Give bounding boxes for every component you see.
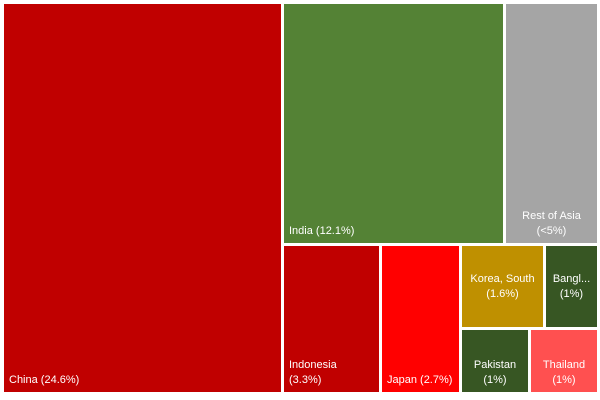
treemap-label-line: (<5%) <box>536 225 567 237</box>
treemap-tile-label: Bangl... (1%) <box>546 272 597 302</box>
treemap-label-line: Bangl... <box>552 272 591 285</box>
treemap-tile-label: Thailand (1%) <box>531 358 597 388</box>
treemap-tile-label: India (12.1%) <box>289 224 354 239</box>
treemap-label-line: (1%) <box>483 374 507 386</box>
treemap-label-line: (1%) <box>552 374 576 386</box>
treemap-label-line: Japan (2.7%) <box>387 374 453 386</box>
treemap-label-line: Korea, South <box>470 272 535 285</box>
treemap-tile-indonesia: Indonesia (3.3%) <box>284 246 379 392</box>
treemap-tile-india: India (12.1%) <box>284 4 503 243</box>
treemap-tile-label: Japan (2.7%) <box>387 373 452 388</box>
treemap-label-line: Pakistan <box>473 359 517 371</box>
treemap-label-line: India (12.1%) <box>289 225 355 237</box>
treemap-tile-rest-of-asia: Rest of Asia (<5%) <box>506 4 597 243</box>
treemap-label-line: (3.3%) <box>289 374 322 386</box>
treemap-tile-thailand: Thailand (1%) <box>531 330 597 392</box>
treemap-label-line: China (24.6%) <box>9 374 80 386</box>
treemap-tile-korea-south: Korea, South (1.6%) <box>462 246 543 327</box>
treemap-label-line: (1%) <box>559 287 584 300</box>
treemap-label-line: Indonesia <box>289 359 337 371</box>
treemap-label-line: Thailand <box>542 359 586 371</box>
treemap-tile-pakistan: Pakistan (1%) <box>462 330 528 392</box>
treemap-tile-japan: Japan (2.7%) <box>382 246 459 392</box>
treemap-tile-china: China (24.6%) <box>4 4 281 392</box>
treemap-label-line: Rest of Asia <box>522 210 581 222</box>
treemap-label-line: (1.6%) <box>486 287 519 300</box>
treemap-tile-label: Korea, South (1.6%) <box>462 272 543 302</box>
treemap-tile-label: Rest of Asia (<5%) <box>506 209 597 239</box>
treemap-tile-label: Pakistan (1%) <box>462 358 528 388</box>
treemap-tile-bangl: Bangl... (1%) <box>546 246 597 327</box>
treemap-tile-label: Indonesia (3.3%) <box>289 358 337 388</box>
treemap-tile-label: China (24.6%) <box>9 373 79 388</box>
